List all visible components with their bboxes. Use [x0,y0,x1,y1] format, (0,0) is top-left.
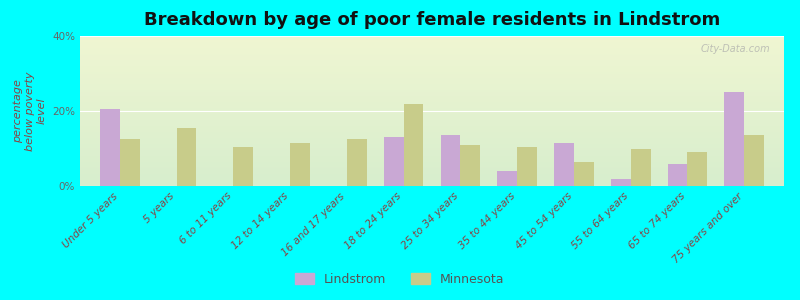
Bar [630,148,650,186]
Bar [120,139,140,186]
Bar [404,103,423,186]
Bar [498,171,517,186]
Bar [347,139,366,186]
Bar [441,135,460,186]
Legend: Lindstrom, Minnesota: Lindstrom, Minnesota [290,268,510,291]
Bar [724,92,744,186]
Title: Breakdown by age of poor female residents in Lindstrom: Breakdown by age of poor female resident… [144,11,720,29]
Bar [460,145,480,186]
Bar [554,143,574,186]
Bar [517,147,537,186]
Bar [574,162,594,186]
Bar [290,143,310,186]
Bar [611,178,630,186]
Bar [177,128,196,186]
Y-axis label: percentage
below poverty
level: percentage below poverty level [14,71,46,151]
Bar [668,164,687,186]
Bar [100,109,120,186]
Text: City-Data.com: City-Data.com [700,44,770,53]
Bar [687,152,707,186]
Bar [744,135,764,186]
Bar [384,137,404,186]
Bar [234,147,253,186]
